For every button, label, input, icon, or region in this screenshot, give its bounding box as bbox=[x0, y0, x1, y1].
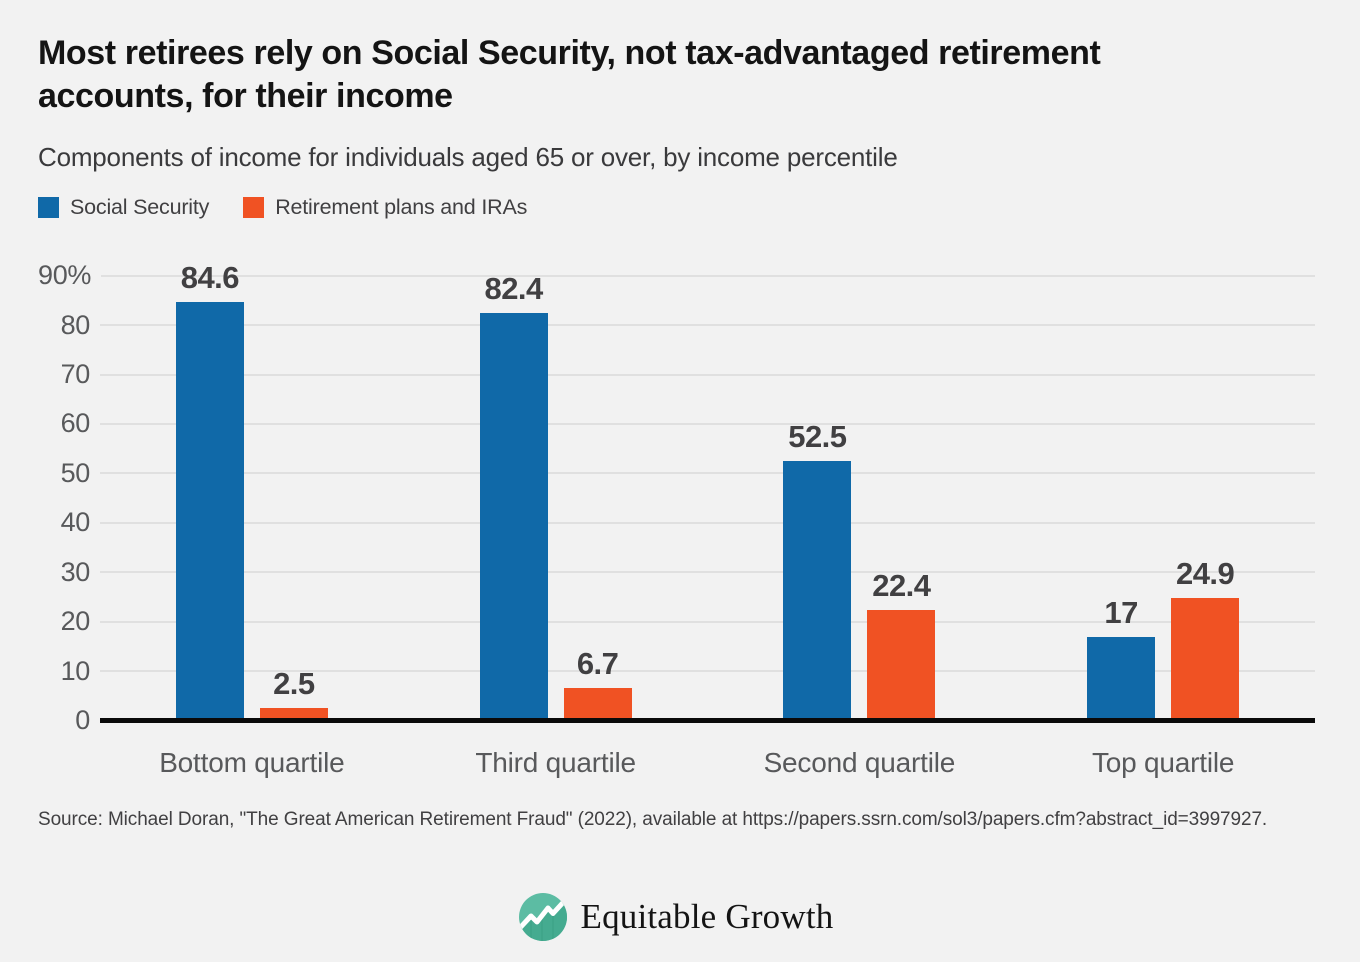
legend-swatch-icon bbox=[243, 196, 265, 218]
bar-group: 82.4 6.7 bbox=[404, 271, 708, 721]
bar-column: 2.5 bbox=[259, 666, 328, 721]
bar bbox=[175, 302, 244, 721]
bar-group: 84.6 2.5 bbox=[100, 260, 404, 721]
y-axis-tick-label: 90% bbox=[38, 260, 92, 291]
x-axis-labels: Bottom quartile Third quartile Second quar… bbox=[100, 721, 1315, 779]
bar bbox=[479, 313, 548, 721]
x-axis-label: Bottom quartile bbox=[159, 746, 345, 778]
grid-row: 0 bbox=[38, 705, 1315, 736]
gridline bbox=[100, 373, 1315, 376]
bar bbox=[1171, 597, 1240, 721]
gridline bbox=[100, 670, 1315, 673]
bar bbox=[259, 708, 328, 721]
chart-title-line1: Most retirees rely on Social Security, n… bbox=[38, 34, 1101, 72]
plot-area: 84.6 2.5 82.4 6.7 52.5 22.4 17 24.9 bbox=[100, 260, 1315, 721]
legend-label: Retirement plans and IRAs bbox=[275, 194, 528, 219]
logo-text: Equitable Growth bbox=[580, 896, 834, 936]
x-axis-label: Second quartile bbox=[763, 746, 956, 778]
legend-item: Retirement plans and IRAs bbox=[243, 195, 527, 220]
y-axis-tick-label: 20 bbox=[60, 606, 91, 637]
bar bbox=[1087, 636, 1156, 721]
bar-value-label: 82.4 bbox=[484, 271, 543, 307]
y-axis-tick-label: 30 bbox=[60, 556, 91, 587]
bar-column: 82.4 bbox=[479, 271, 548, 721]
grid-row: 40 bbox=[38, 507, 1315, 538]
bar-column: 17 bbox=[1087, 594, 1156, 721]
bar-value-label: 17 bbox=[1104, 594, 1138, 630]
gridline bbox=[100, 324, 1315, 327]
legend: Social Security Retirement plans and IRAs bbox=[38, 195, 1315, 220]
bar-value-label: 24.9 bbox=[1175, 555, 1235, 591]
bar bbox=[783, 461, 852, 721]
gridline bbox=[100, 620, 1315, 623]
bar bbox=[563, 687, 632, 721]
legend-item: Social Security bbox=[38, 195, 209, 220]
grid-row: 70 bbox=[38, 359, 1315, 390]
gridline bbox=[100, 422, 1315, 425]
y-axis-tick-label: 60 bbox=[60, 408, 91, 439]
legend-label: Social Security bbox=[70, 194, 210, 219]
bar-column: 24.9 bbox=[1171, 555, 1240, 721]
grid-row: 80 bbox=[38, 310, 1315, 340]
bar-value-label: 52.5 bbox=[788, 419, 847, 455]
bar-value-label: 2.5 bbox=[273, 666, 315, 702]
y-axis-tick-label: 50 bbox=[60, 457, 91, 488]
chart-title: Most retirees rely on Social Security, n… bbox=[38, 32, 1315, 118]
grid-row: 60 bbox=[38, 408, 1315, 439]
chart-title-line2: accounts, for their income bbox=[38, 76, 453, 115]
legend-swatch-icon bbox=[38, 196, 59, 218]
grid-row: 30 bbox=[38, 557, 1315, 587]
bar-group: 17 24.9 bbox=[1011, 556, 1315, 721]
growth-chart-icon bbox=[519, 892, 568, 941]
bar-column: 52.5 bbox=[783, 419, 852, 721]
y-axis-tick-label: 70 bbox=[60, 359, 91, 390]
x-axis-label: Top quartile bbox=[1091, 746, 1235, 778]
y-axis-tick-label: 40 bbox=[60, 507, 91, 538]
chart-subtitle: Components of income for individuals age… bbox=[38, 141, 898, 172]
y-axis-tick-label: 80 bbox=[60, 309, 91, 340]
gridline bbox=[100, 472, 1315, 475]
y-axis-tick-label: 10 bbox=[60, 655, 91, 686]
bar-group: 52.5 22.4 bbox=[708, 419, 1012, 721]
y-axis-tick-label: 0 bbox=[75, 705, 90, 736]
bar-column: 84.6 bbox=[175, 260, 244, 721]
logo: Equitable Growth bbox=[38, 892, 1315, 941]
grid-row: 50 bbox=[38, 458, 1315, 488]
bar-value-label: 84.6 bbox=[180, 260, 240, 296]
x-axis-label: Third quartile bbox=[475, 746, 636, 778]
bar-column: 22.4 bbox=[867, 567, 936, 721]
grid-row: 10 bbox=[38, 656, 1315, 686]
gridline bbox=[100, 571, 1315, 574]
grid-row: 20 bbox=[38, 606, 1315, 637]
grid-row: 90% bbox=[38, 260, 1315, 291]
bar-value-label: 22.4 bbox=[872, 567, 931, 603]
bar bbox=[867, 609, 936, 721]
bar-column: 6.7 bbox=[563, 645, 632, 721]
bar-chart: 90% 80 70 60 50 40 30 20 10 0 84.6 2.5 82.4 6.7 52.5 2… bbox=[38, 260, 1315, 735]
bar-value-label: 6.7 bbox=[576, 645, 619, 681]
gridline bbox=[100, 521, 1315, 524]
source-note: Source: Michael Doran, "The Great Americ… bbox=[38, 808, 1268, 830]
x-axis-line bbox=[100, 718, 1315, 724]
gridline bbox=[101, 274, 1315, 277]
